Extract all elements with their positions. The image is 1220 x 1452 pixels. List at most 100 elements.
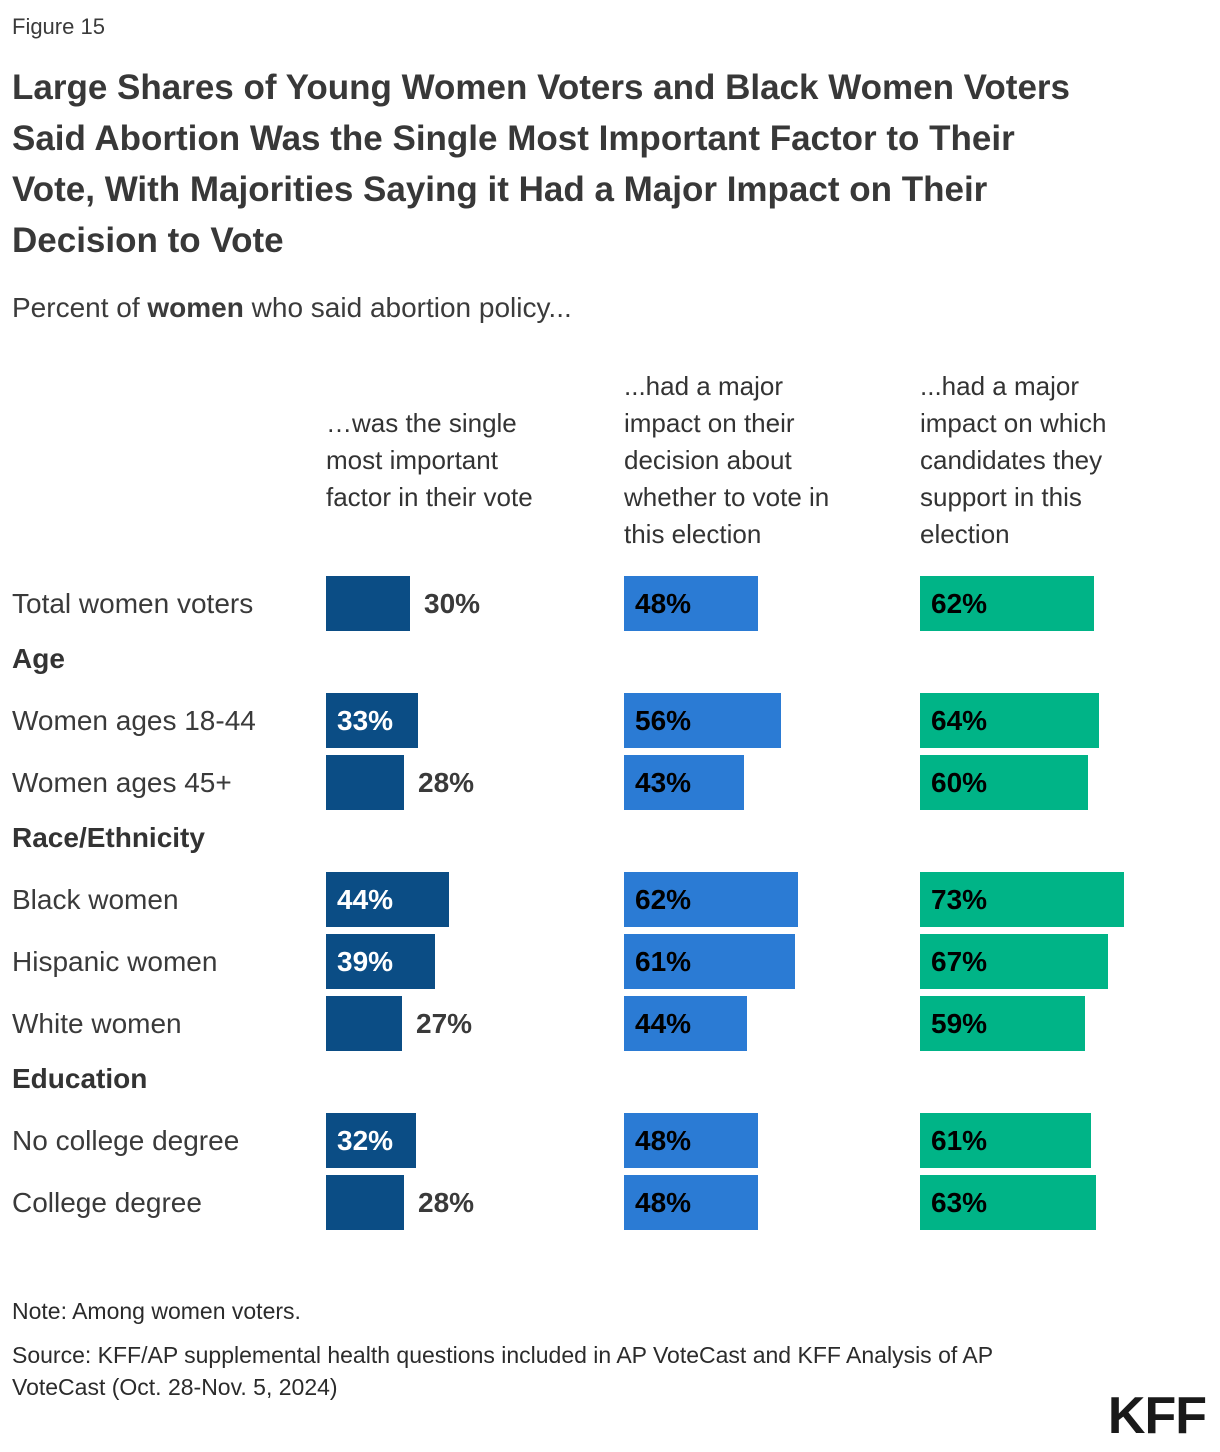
chart-row-black-women: Black women 44% 62% 73% (12, 872, 1208, 928)
figure-number: Figure 15 (12, 14, 105, 39)
bar-value-label: 27% (416, 1007, 473, 1039)
row-label: College degree (12, 1186, 202, 1218)
bar-cell: 67% (920, 934, 1208, 990)
bar-cell: 62% (920, 576, 1208, 632)
column-headers-row: …was the single most important factor in… (12, 358, 1208, 563)
row-label: Black women (12, 883, 179, 915)
group-header-age: Age (12, 643, 65, 675)
bar-cell: 33% (326, 693, 624, 749)
bar (326, 996, 402, 1052)
bar-cell: 48% (624, 1113, 920, 1169)
bar (326, 576, 410, 632)
bar-value-label: 48% (635, 587, 692, 619)
chart-source: Source: KFF/AP supplemental health quest… (12, 1342, 993, 1401)
bar: 56% (624, 693, 781, 749)
chart-row-white-women: White women 27% 44% 59% (12, 996, 1208, 1052)
bar-value-label: 61% (635, 945, 692, 977)
bar: 59% (920, 996, 1085, 1052)
chart-note: Note: Among women voters. (12, 1298, 301, 1325)
bar-value-label: 73% (931, 883, 988, 915)
bar-cell: 44% (624, 996, 920, 1052)
bar-value-label: 33% (337, 704, 394, 736)
bar-cell: 28% (326, 755, 624, 811)
bar-value-label: 63% (931, 1186, 988, 1218)
bar: 48% (624, 576, 758, 632)
kff-logo: KFF (1107, 1387, 1207, 1445)
chart-title: Large Shares of Young Women Voters and B… (12, 68, 1071, 261)
chart-row-college-degree: College degree 28% 48% 63% (12, 1175, 1208, 1231)
chart-row-women-ages-45: Women ages 45+ 28% 43% 60% (12, 755, 1208, 811)
bar-value-label: 32% (337, 1124, 394, 1156)
bar-value-label: 60% (931, 766, 988, 798)
row-label: Women ages 45+ (12, 766, 232, 798)
bar-value-label: 61% (931, 1124, 988, 1156)
bar-cell: 28% (326, 1175, 624, 1231)
bar-cell: 32% (326, 1113, 624, 1169)
bar: 60% (920, 755, 1088, 811)
bar-value-label: 28% (418, 1186, 475, 1218)
bar-chart: Total women voters 30% 48% 62% Age Women ages… (12, 576, 1208, 1231)
bar: 44% (624, 996, 747, 1052)
column-header-single-most-important: …was the single most important factor in… (326, 408, 533, 513)
bar: 33% (326, 693, 418, 749)
bar: 44% (326, 872, 449, 928)
row-label: White women (12, 1007, 182, 1039)
bar: 62% (920, 576, 1094, 632)
bar-cell: 27% (326, 996, 624, 1052)
bar: 67% (920, 934, 1108, 990)
row-label: No college degree (12, 1124, 240, 1156)
bar-cell: 56% (624, 693, 920, 749)
bar: 61% (920, 1113, 1091, 1169)
subtitle-bold-word: women (147, 292, 244, 324)
bar-cell: 63% (920, 1175, 1208, 1231)
chart-row-hispanic-women: Hispanic women 39% 61% 67% (12, 934, 1208, 990)
bar-cell: 73% (920, 872, 1208, 928)
column-header-impact-candidates: ...had a major impact on which candidate… (920, 371, 1107, 550)
bar-cell: 30% (326, 576, 624, 632)
bar-value-label: 67% (931, 945, 988, 977)
bar-cell: 59% (920, 996, 1208, 1052)
bar-value-label: 28% (418, 766, 475, 798)
bar-value-label: 59% (931, 1007, 988, 1039)
chart-row-total-women-voters: Total women voters 30% 48% 62% (12, 576, 1208, 632)
bar-cell: 64% (920, 693, 1208, 749)
bar-value-label: 48% (635, 1124, 692, 1156)
subtitle-suffix: who said abortion policy... (243, 292, 572, 324)
bar-cell: 60% (920, 755, 1208, 811)
bar-cell: 44% (326, 872, 624, 928)
bar-value-label: 62% (931, 587, 988, 619)
bar: 39% (326, 934, 435, 990)
bar-value-label: 56% (635, 704, 692, 736)
group-header-race-ethnicity: Race/Ethnicity (12, 822, 205, 854)
row-label: Women ages 18-44 (12, 704, 256, 736)
figure-page: Figure 15 Large Shares of Young Women Vo… (12, 14, 1208, 1401)
bar-value-label: 44% (337, 883, 394, 915)
bar-value-label: 44% (635, 1007, 692, 1039)
bar-cell: 39% (326, 934, 624, 990)
bar: 73% (920, 872, 1124, 928)
group-header-education: Education (12, 1063, 148, 1095)
bar-cell: 61% (624, 934, 920, 990)
bar-value-label: 39% (337, 945, 394, 977)
bar: 48% (624, 1113, 758, 1169)
chart-row-no-college-degree: No college degree 32% 48% 61% (12, 1113, 1208, 1169)
bar-cell: 43% (624, 755, 920, 811)
bar: 64% (920, 693, 1099, 749)
subtitle-prefix: Percent of (12, 292, 148, 324)
bar: 43% (624, 755, 744, 811)
chart-subtitle: Percent of women who said abortion polic… (12, 292, 1208, 324)
bar: 32% (326, 1113, 416, 1169)
bar (326, 1175, 404, 1231)
bar-cell: 48% (624, 576, 920, 632)
bar-value-label: 48% (635, 1186, 692, 1218)
bar-cell: 62% (624, 872, 920, 928)
bar-value-label: 43% (635, 766, 692, 798)
bar-value-label: 64% (931, 704, 988, 736)
bar-cell: 48% (624, 1175, 920, 1231)
bar-value-label: 30% (424, 587, 481, 619)
bar: 61% (624, 934, 795, 990)
row-label: Total women voters (12, 587, 254, 619)
row-label: Hispanic women (12, 945, 218, 977)
bar-value-label: 62% (635, 883, 692, 915)
chart-row-women-ages-18-44: Women ages 18-44 33% 56% 64% (12, 693, 1208, 749)
